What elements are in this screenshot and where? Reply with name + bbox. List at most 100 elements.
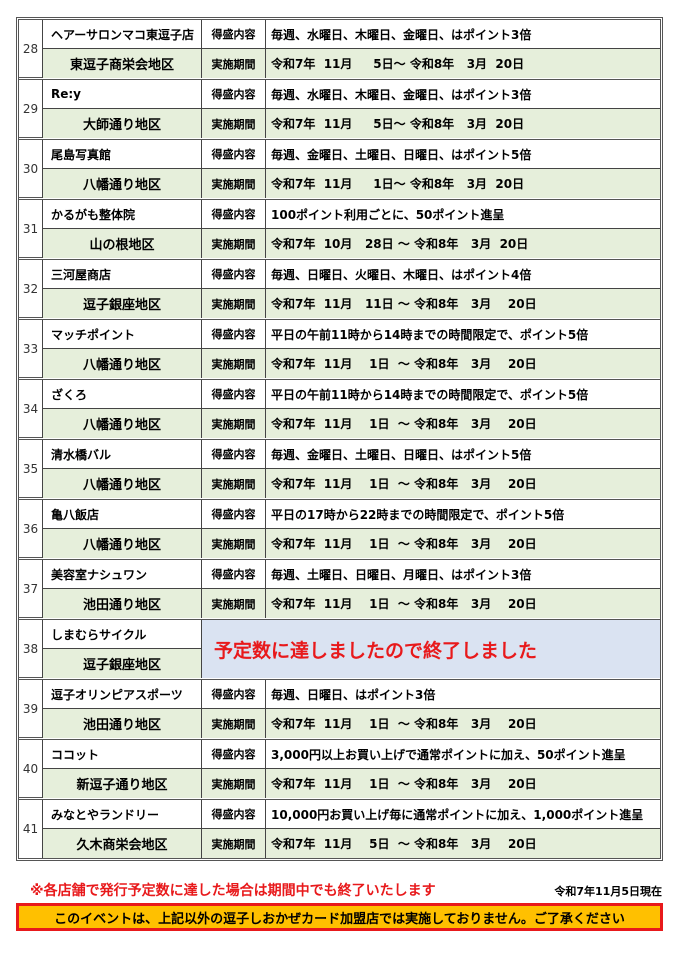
entry-number: 37 — [19, 560, 43, 618]
promotion-period: 令和7年 11月 11日 ～ 令和8年 3月 20日 — [266, 289, 660, 318]
period-label: 実施期間 — [202, 49, 266, 78]
promotion-content: 毎週、日曜日、火曜日、木曜日、はポイント4倍 — [266, 260, 660, 289]
content-label: 得盛内容 — [202, 260, 266, 289]
entry-number: 31 — [19, 200, 43, 258]
period-label: 実施期間 — [202, 229, 266, 258]
promotion-period: 令和7年 11月 1日 ～ 令和8年 3月 20日 — [266, 769, 660, 798]
content-label: 得盛内容 — [202, 380, 266, 409]
content-label: 得盛内容 — [202, 680, 266, 709]
promotion-period: 令和7年 11月 1日 ～ 令和8年 3月 20日 — [266, 349, 660, 378]
as-of-date: 令和7年11月5日現在 — [554, 885, 662, 898]
promotion-period: 令和7年 11月 5日～ 令和8年 3月 20日 — [266, 49, 660, 78]
entry-number: 36 — [19, 500, 43, 558]
store-name: 尾島写真館 — [43, 140, 202, 169]
store-entry: 28 ヘアーサロンマコ東逗子店 東逗子商栄会地区 得盛内容 毎週、水曜日、木曜日、… — [19, 20, 660, 80]
period-label: 実施期間 — [202, 529, 266, 558]
store-entry: 41 みなとやランドリー 久木商栄会地区 得盛内容 10,000円お買い上げ毎に通… — [19, 800, 660, 858]
period-label: 実施期間 — [202, 169, 266, 198]
store-name: みなとやランドリー — [43, 800, 202, 829]
promotion-content: 100ポイント利用ごとに、50ポイント進呈 — [266, 200, 660, 229]
promotion-content: 毎週、水曜日、木曜日、金曜日、はポイント3倍 — [266, 20, 660, 49]
end-notice: ※各店舗で発行予定数に達した場合は期間中でも終了いたします — [30, 883, 436, 899]
promotion-content: 毎週、水曜日、木曜日、金曜日、はポイント3倍 — [266, 80, 660, 109]
promotion-period: 令和7年 11月 1日 ～ 令和8年 3月 20日 — [266, 589, 660, 618]
store-district: 八幡通り地区 — [43, 529, 202, 558]
entry-number: 29 — [19, 80, 43, 138]
content-label: 得盛内容 — [202, 80, 266, 109]
store-entry: 31 かるがも整体院 山の根地区 得盛内容 100ポイント利用ごとに、50ポイント… — [19, 200, 660, 260]
entry-number: 28 — [19, 20, 43, 78]
store-name: 逗子オリンピアスポーツ — [43, 680, 202, 709]
promotion-period: 令和7年 11月 5日 ～ 令和8年 3月 20日 — [266, 829, 660, 858]
promotion-content: 平日の午前11時から14時までの時間限定で、ポイント5倍 — [266, 320, 660, 349]
store-name: ヘアーサロンマコ東逗子店 — [43, 20, 202, 49]
store-district: 逗子銀座地区 — [43, 289, 202, 318]
period-label: 実施期間 — [202, 829, 266, 858]
content-label: 得盛内容 — [202, 140, 266, 169]
content-label: 得盛内容 — [202, 500, 266, 529]
store-district: 東逗子商栄会地区 — [43, 49, 202, 78]
promotion-content: 10,000円お買い上げ毎に通常ポイントに加え、1,000ポイント進呈 — [266, 800, 660, 829]
store-name: Re:y — [43, 80, 202, 109]
period-label: 実施期間 — [202, 469, 266, 498]
store-entry: 32 三河屋商店 逗子銀座地区 得盛内容 毎週、日曜日、火曜日、木曜日、はポイント… — [19, 260, 660, 320]
store-district: 八幡通り地区 — [43, 349, 202, 378]
store-name: マッチポイント — [43, 320, 202, 349]
store-district: 大師通り地区 — [43, 109, 202, 138]
content-label: 得盛内容 — [202, 200, 266, 229]
period-label: 実施期間 — [202, 589, 266, 618]
content-label: 得盛内容 — [202, 20, 266, 49]
promotion-content: 毎週、土曜日、日曜日、月曜日、はポイント3倍 — [266, 560, 660, 589]
store-district: 逗子銀座地区 — [43, 649, 202, 678]
entry-number: 40 — [19, 740, 43, 798]
promotion-content: 毎週、金曜日、土曜日、日曜日、はポイント5倍 — [266, 440, 660, 469]
store-name: かるがも整体院 — [43, 200, 202, 229]
period-label: 実施期間 — [202, 109, 266, 138]
store-entry: 36 亀八飯店 八幡通り地区 得盛内容 平日の17時から22時までの時間限定で、ポ… — [19, 500, 660, 560]
store-name: 三河屋商店 — [43, 260, 202, 289]
store-entry: 38 しまむらサイクル 逗子銀座地区 予定数に達しましたので終了しました — [19, 620, 660, 680]
period-label: 実施期間 — [202, 409, 266, 438]
content-label: 得盛内容 — [202, 800, 266, 829]
period-label: 実施期間 — [202, 349, 266, 378]
entry-number: 32 — [19, 260, 43, 318]
period-label: 実施期間 — [202, 289, 266, 318]
ended-message: 予定数に達しましたので終了しました — [202, 620, 660, 678]
store-name: 美容室ナシュワン — [43, 560, 202, 589]
store-name: 清水橋バル — [43, 440, 202, 469]
promotion-content: 平日の17時から22時までの時間限定で、ポイント5倍 — [266, 500, 660, 529]
store-entry: 37 美容室ナシュワン 池田通り地区 得盛内容 毎週、土曜日、日曜日、月曜日、はポ… — [19, 560, 660, 620]
promotion-period: 令和7年 11月 5日～ 令和8年 3月 20日 — [266, 109, 660, 138]
store-name: ざくろ — [43, 380, 202, 409]
entry-number: 34 — [19, 380, 43, 438]
entry-number: 33 — [19, 320, 43, 378]
store-district: 久木商栄会地区 — [43, 829, 202, 858]
promotion-period: 令和7年 11月 1日 ～ 令和8年 3月 20日 — [266, 469, 660, 498]
entry-number: 30 — [19, 140, 43, 198]
store-name: しまむらサイクル — [43, 620, 202, 649]
promotion-period: 令和7年 11月 1日 ～ 令和8年 3月 20日 — [266, 709, 660, 738]
store-entry: 39 逗子オリンピアスポーツ 池田通り地区 得盛内容 毎週、日曜日、はポイント3倍… — [19, 680, 660, 740]
entry-number: 35 — [19, 440, 43, 498]
period-label: 実施期間 — [202, 709, 266, 738]
store-district: 八幡通り地区 — [43, 409, 202, 438]
entry-number: 41 — [19, 800, 43, 858]
notice-banner: このイベントは、上記以外の逗子しおかぜカード加盟店では実施しておりません。ご了承… — [16, 903, 663, 931]
store-entry: 33 マッチポイント 八幡通り地区 得盛内容 平日の午前11時から14時までの時間… — [19, 320, 660, 380]
promotion-content: 毎週、金曜日、土曜日、日曜日、はポイント5倍 — [266, 140, 660, 169]
store-district: 山の根地区 — [43, 229, 202, 258]
store-district: 池田通り地区 — [43, 709, 202, 738]
store-name: 亀八飯店 — [43, 500, 202, 529]
content-label: 得盛内容 — [202, 740, 266, 769]
content-label: 得盛内容 — [202, 320, 266, 349]
store-entry: 35 清水橋バル 八幡通り地区 得盛内容 毎週、金曜日、土曜日、日曜日、はポイント… — [19, 440, 660, 500]
promotion-content: 平日の午前11時から14時までの時間限定で、ポイント5倍 — [266, 380, 660, 409]
entry-number: 39 — [19, 680, 43, 738]
period-label: 実施期間 — [202, 769, 266, 798]
promotion-content: 毎週、日曜日、はポイント3倍 — [266, 680, 660, 709]
content-label: 得盛内容 — [202, 560, 266, 589]
store-district: 八幡通り地区 — [43, 469, 202, 498]
promotion-content: 3,000円以上お買い上げで通常ポイントに加え、50ポイント進呈 — [266, 740, 660, 769]
store-entry: 30 尾島写真館 八幡通り地区 得盛内容 毎週、金曜日、土曜日、日曜日、はポイント… — [19, 140, 660, 200]
promotion-period: 令和7年 10月 28日 ～ 令和8年 3月 20日 — [266, 229, 660, 258]
